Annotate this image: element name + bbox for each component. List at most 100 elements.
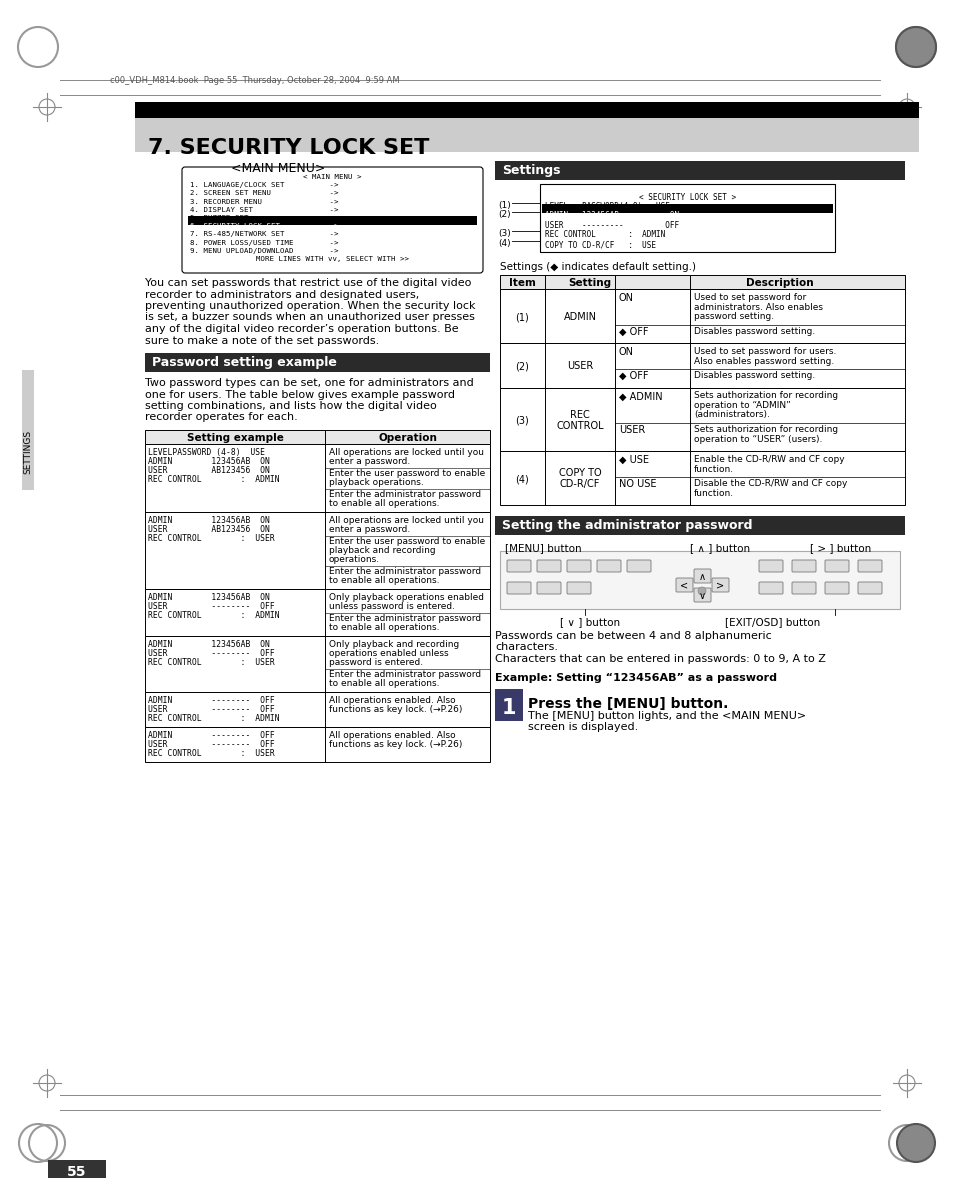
Text: USER: USER: [566, 361, 593, 372]
Text: function.: function.: [693, 464, 734, 474]
Bar: [539, 183, 834, 252]
Text: ON: ON: [618, 347, 634, 357]
Text: Settings (◆ indicates default setting.): Settings (◆ indicates default setting.): [499, 262, 696, 272]
Text: function.: function.: [693, 488, 734, 498]
FancyBboxPatch shape: [791, 560, 815, 572]
Text: (2): (2): [497, 210, 510, 219]
Text: All operations are locked until you: All operations are locked until you: [329, 516, 483, 525]
Text: REC CONTROL        :  ADMIN: REC CONTROL : ADMIN: [148, 611, 279, 621]
Text: unless password is entered.: unless password is entered.: [329, 601, 455, 611]
Text: REC CONTROL        :  USER: REC CONTROL : USER: [148, 534, 274, 543]
Text: Sets authorization for recording: Sets authorization for recording: [693, 392, 838, 400]
Bar: [499, 343, 904, 387]
Text: enter a password.: enter a password.: [329, 525, 410, 534]
Text: The [MENU] button lights, and the <MAIN MENU>: The [MENU] button lights, and the <MAIN …: [527, 711, 805, 721]
Bar: [495, 161, 904, 180]
Text: REC CONTROL        :  USER: REC CONTROL : USER: [148, 657, 274, 667]
Text: Enter the administrator password: Enter the administrator password: [329, 671, 480, 679]
Text: (2): (2): [515, 361, 529, 372]
Text: REC CONTROL        :  USER: REC CONTROL : USER: [148, 749, 274, 757]
Text: ADMIN        123456AB  ON: ADMIN 123456AB ON: [148, 593, 270, 601]
Text: 8. POWER LOSS/USED TIME        ->: 8. POWER LOSS/USED TIME ->: [190, 239, 338, 245]
Text: c00_VDH_M814.book  Page 55  Thursday, October 28, 2004  9:59 AM: c00_VDH_M814.book Page 55 Thursday, Octo…: [110, 76, 399, 85]
Text: to enable all operations.: to enable all operations.: [329, 623, 439, 632]
Text: 6. SECURITY LOCK SET           ->: 6. SECURITY LOCK SET ->: [190, 223, 338, 229]
FancyBboxPatch shape: [537, 582, 560, 594]
Text: (administrators).: (administrators).: [693, 411, 769, 419]
Text: ADMIN        123456AB  ON: ADMIN 123456AB ON: [148, 640, 270, 649]
FancyBboxPatch shape: [693, 569, 710, 584]
Text: Used to set password for: Used to set password for: [693, 293, 805, 303]
Text: <: <: [679, 581, 687, 591]
Bar: [188, 216, 476, 225]
Bar: [145, 430, 490, 444]
Text: Two password types can be set, one for administrators and: Two password types can be set, one for a…: [145, 378, 474, 388]
Bar: [22, 370, 34, 490]
Text: REC CONTROL        :  ADMIN: REC CONTROL : ADMIN: [148, 475, 279, 484]
Text: setting combinations, and lists how the digital video: setting combinations, and lists how the …: [145, 401, 436, 411]
Bar: [499, 289, 904, 343]
Text: 9. MENU UPLOAD/DOWNLOAD        ->: 9. MENU UPLOAD/DOWNLOAD ->: [190, 248, 338, 254]
Text: LEVEL   PASSWORD(4-8)   USE: LEVEL PASSWORD(4-8) USE: [544, 202, 669, 211]
Text: 55: 55: [67, 1165, 87, 1179]
Bar: [499, 451, 904, 505]
Text: (4): (4): [497, 239, 510, 248]
Text: ADMIN   123456AB           ON: ADMIN 123456AB ON: [544, 211, 679, 220]
Text: (3): (3): [497, 229, 510, 238]
FancyBboxPatch shape: [759, 560, 782, 572]
FancyBboxPatch shape: [626, 560, 650, 572]
Text: REC: REC: [570, 410, 589, 419]
Text: [MENU] button: [MENU] button: [504, 543, 581, 553]
Text: ADMIN        --------  OFF: ADMIN -------- OFF: [148, 731, 274, 740]
Bar: [48, 1160, 106, 1178]
Text: ◆ ADMIN: ◆ ADMIN: [618, 392, 662, 401]
Text: one for users. The table below gives example password: one for users. The table below gives exa…: [145, 389, 455, 399]
Text: ADMIN: ADMIN: [563, 312, 596, 322]
Text: to enable all operations.: to enable all operations.: [329, 679, 439, 688]
Bar: [495, 516, 904, 535]
FancyBboxPatch shape: [182, 167, 482, 273]
FancyBboxPatch shape: [693, 588, 710, 601]
Text: [ ∧ ] button: [ ∧ ] button: [689, 543, 749, 553]
Text: USER         AB123456  ON: USER AB123456 ON: [148, 525, 270, 534]
Text: Operation: Operation: [377, 434, 436, 443]
Text: [ ∨ ] button: [ ∨ ] button: [559, 617, 619, 626]
Bar: [499, 551, 899, 609]
Text: <MAIN MENU>: <MAIN MENU>: [231, 162, 325, 175]
FancyBboxPatch shape: [857, 582, 882, 594]
Text: operations.: operations.: [329, 555, 379, 565]
Bar: [495, 690, 522, 721]
Text: Sets authorization for recording: Sets authorization for recording: [693, 425, 838, 434]
Text: operations enabled unless: operations enabled unless: [329, 649, 448, 657]
Text: functions as key lock. (→P.26): functions as key lock. (→P.26): [329, 740, 462, 749]
Text: playback operations.: playback operations.: [329, 478, 423, 487]
Text: operation to “ADMIN”: operation to “ADMIN”: [693, 401, 790, 410]
Text: Disables password setting.: Disables password setting.: [693, 372, 815, 380]
Bar: [145, 444, 490, 512]
Bar: [145, 692, 490, 727]
Text: CONTROL: CONTROL: [556, 420, 603, 431]
Text: 1. LANGUAGE/CLOCK SET          ->: 1. LANGUAGE/CLOCK SET ->: [190, 182, 338, 188]
Text: Enter the administrator password: Enter the administrator password: [329, 490, 480, 499]
Text: screen is displayed.: screen is displayed.: [527, 722, 638, 732]
Text: Characters that can be entered in passwords: 0 to 9, A to Z: Characters that can be entered in passwo…: [495, 654, 825, 665]
Text: [EXIT/OSD] button: [EXIT/OSD] button: [724, 617, 820, 626]
Text: Passwords can be between 4 and 8 alphanumeric: Passwords can be between 4 and 8 alphanu…: [495, 631, 771, 641]
Text: operation to “USER” (users).: operation to “USER” (users).: [693, 435, 821, 443]
Text: 2. SCREEN SET MENU             ->: 2. SCREEN SET MENU ->: [190, 191, 338, 197]
Bar: [145, 636, 490, 692]
Text: Enter the administrator password: Enter the administrator password: [329, 567, 480, 576]
Text: 7. SECURITY LOCK SET: 7. SECURITY LOCK SET: [148, 138, 429, 158]
Text: MORE LINES WITH vv, SELECT WITH >>: MORE LINES WITH vv, SELECT WITH >>: [255, 256, 409, 262]
Bar: [499, 275, 904, 289]
Bar: [145, 512, 490, 590]
Text: CD-R/CF: CD-R/CF: [559, 480, 599, 490]
Text: USER         --------  OFF: USER -------- OFF: [148, 705, 274, 713]
FancyBboxPatch shape: [537, 560, 560, 572]
Text: Example: Setting “123456AB” as a password: Example: Setting “123456AB” as a passwor…: [495, 673, 776, 682]
Text: You can set passwords that restrict use of the digital video: You can set passwords that restrict use …: [145, 278, 471, 288]
Text: Press the [MENU] button.: Press the [MENU] button.: [527, 697, 727, 711]
Text: ∧: ∧: [698, 572, 705, 582]
Text: ON: ON: [618, 293, 634, 303]
Text: Description: Description: [745, 278, 813, 288]
